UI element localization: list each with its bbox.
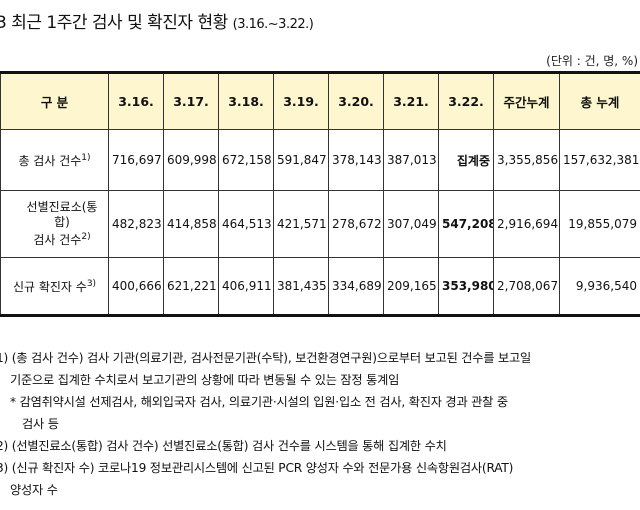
table-header-row: 구 분 3.16. 3.17. 3.18. 3.19. 3.20. 3.21. …: [0, 71, 640, 130]
table-cell: 9,936,540: [559, 257, 640, 317]
row-label-total-tests: 총 검사 건수1): [0, 129, 109, 191]
table-cell: 672,158: [218, 129, 274, 191]
table-cell: 387,013: [383, 129, 439, 191]
table-cell: 2,916,694: [493, 190, 560, 258]
section-title: 3 최근 1주간 검사 및 확진자 현황 (3.16.~3.22.): [0, 8, 314, 33]
section-title-main: 3 최근 1주간 검사 및 확진자 현황: [0, 13, 228, 33]
table-cell: 353,980: [438, 257, 494, 317]
table-cell: 716,697: [108, 129, 164, 191]
row-label-new-cases: 신규 확진자 수3): [0, 257, 109, 317]
header-cumulative-total: 총 누계: [559, 71, 640, 130]
header-date: 3.21.: [383, 71, 439, 130]
table-cell: 406,911: [218, 257, 274, 317]
table-row: 선별진료소(통합) 검사 건수2) 482,823 414,858 464,513…: [0, 190, 640, 258]
table-cell: 157,632,381: [559, 129, 640, 191]
header-date: 3.20.: [328, 71, 384, 130]
table-cell: 집계중: [438, 129, 494, 191]
table-row: 신규 확진자 수3) 400,666 621,221 406,911 381,4…: [0, 257, 640, 317]
footnote-1: 1) (총 검사 건수) 검사 기관(의료기관, 검사전문기관(수탁), 보건환…: [0, 351, 532, 365]
table-cell: 609,998: [163, 129, 219, 191]
header-category: 구 분: [0, 71, 109, 130]
stats-table: 구 분 3.16. 3.17. 3.18. 3.19. 3.20. 3.21. …: [0, 71, 640, 317]
table-cell: 464,513: [218, 190, 274, 258]
table-cell: 2,708,067: [493, 257, 560, 317]
footnote-1-detail: * 감염취약시설 선제검사, 해외입국자 검사, 의료기관·시설의 입원·입소 …: [10, 395, 508, 409]
table-cell: 381,435: [273, 257, 329, 317]
footnote-3-cont: 양성자 수: [10, 483, 58, 497]
table-cell: 378,143: [328, 129, 384, 191]
header-date: 3.18.: [218, 71, 274, 130]
header-date: 3.22.: [438, 71, 494, 130]
table-cell: 421,571: [273, 190, 329, 258]
header-date: 3.17.: [163, 71, 219, 130]
header-weekly-total: 주간누계: [493, 71, 560, 130]
table-cell: 19,855,079: [559, 190, 640, 258]
table-cell: 482,823: [108, 190, 164, 258]
footnotes: 1) (총 검사 건수) 검사 기관(의료기관, 검사전문기관(수탁), 보건환…: [0, 347, 640, 501]
table-row: 총 검사 건수1) 716,697 609,998 672,158 591,84…: [0, 129, 640, 191]
section-title-range: (3.16.~3.22.): [232, 17, 314, 32]
header-date: 3.19.: [273, 71, 329, 130]
table-cell: 414,858: [163, 190, 219, 258]
table-cell: 3,355,856: [493, 129, 560, 191]
unit-label: (단위 : 건, 명, %): [546, 54, 638, 68]
table-cell: 621,221: [163, 257, 219, 317]
table-cell: 400,666: [108, 257, 164, 317]
row-label-screening-tests: 선별진료소(통합) 검사 건수2): [0, 190, 109, 258]
header-date: 3.16.: [108, 71, 164, 130]
footnote-3: 3) (신규 확진자 수) 코로나19 정보관리시스템에 신고된 PCR 양성자…: [0, 461, 514, 475]
table-cell: 209,165: [383, 257, 439, 317]
table-cell: 591,847: [273, 129, 329, 191]
table-cell: 278,672: [328, 190, 384, 258]
table-cell: 307,049: [383, 190, 439, 258]
footnote-1-detail-cont: 검사 등: [22, 417, 59, 431]
table-cell: 547,208: [438, 190, 494, 258]
footnote-1-cont: 기준으로 집계한 수치로서 보고기관의 상황에 따라 변동될 수 있는 잠정 통…: [10, 373, 400, 387]
footnote-2: 2) (선별진료소(통합) 검사 건수) 선별진료소(통합) 검사 건수를 시스…: [0, 439, 447, 453]
table-cell: 334,689: [328, 257, 384, 317]
